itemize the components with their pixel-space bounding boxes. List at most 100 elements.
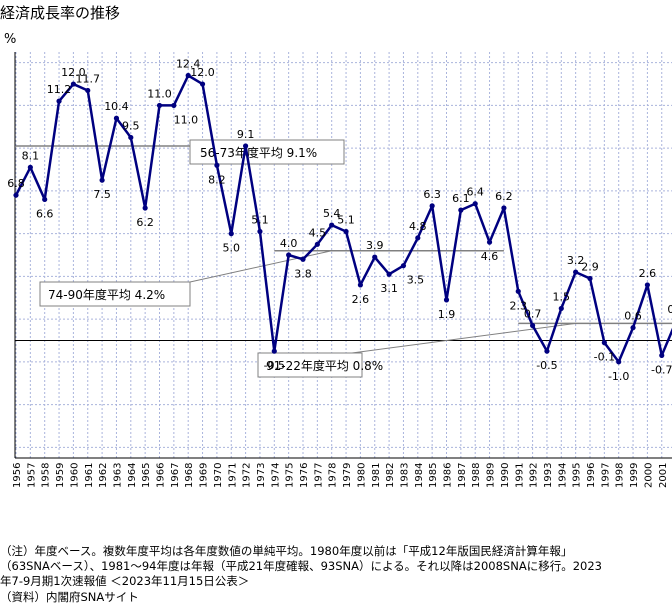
data-point [85, 87, 91, 94]
data-label: 6.8 [7, 177, 25, 190]
data-point [99, 177, 105, 183]
data-label: 6.4 [466, 186, 484, 199]
data-label: 8.1 [22, 149, 40, 162]
x-tick-label: 1972 [242, 463, 253, 488]
data-label: 0.6 [624, 310, 642, 323]
data-label: 7.5 [93, 188, 111, 201]
data-point [300, 256, 306, 262]
data-point [644, 282, 651, 288]
data-point [156, 102, 163, 109]
x-tick-label: 1995 [572, 463, 583, 488]
data-label: -1.0 [608, 370, 629, 383]
average-lines-layer: 56-73年度平均 9.1% 74-90年度平均 4.2% 91-22年度平均 0.… [16, 139, 672, 378]
data-point [214, 162, 220, 168]
data-point [286, 252, 292, 258]
x-tick-label: 1971 [227, 463, 238, 488]
x-tick-label: 1998 [615, 463, 626, 488]
x-tick-label: 1973 [256, 463, 267, 488]
data-label: 11.0 [174, 113, 199, 126]
data-label: -0.1 [594, 351, 615, 364]
x-tick-label: 2001 [658, 463, 669, 488]
average-label: 91-22年度平均 0.8% [266, 358, 383, 373]
x-tick-label: 1997 [600, 463, 611, 488]
data-point [515, 288, 521, 294]
data-point [142, 205, 148, 211]
data-label: 12.4 [176, 58, 201, 71]
x-tick-label: 1960 [69, 463, 80, 488]
x-tick-label: 2000 [643, 463, 654, 488]
data-label: 4.0 [280, 237, 298, 250]
data-label: 3.2 [567, 254, 585, 267]
data-label: 3.5 [407, 274, 425, 287]
data-point [573, 269, 579, 275]
x-tick-label: 1991 [514, 463, 525, 488]
x-tick-label: 1999 [629, 463, 640, 488]
data-label: 10.4 [104, 100, 129, 113]
data-label: 11.2 [47, 83, 72, 96]
data-point [13, 192, 19, 198]
data-label: 6.3 [423, 188, 441, 201]
data-point [70, 81, 76, 87]
data-label: 2.9 [581, 261, 599, 274]
x-tick-label: 1965 [141, 463, 152, 488]
x-tick-label: 1968 [184, 463, 195, 488]
data-point [458, 207, 464, 213]
data-label: 1.5 [553, 290, 571, 303]
data-point [486, 239, 493, 245]
average-label: 74-90年度平均 4.2% [48, 287, 165, 302]
footnote-line-2: （63SNAベース）、1981～94年度は年報（平成21年度確報、93SNA）に… [0, 559, 602, 573]
x-tick-label: 1961 [84, 463, 95, 488]
x-tick-label: 1981 [371, 463, 382, 488]
data-point [56, 98, 62, 104]
x-tick-label: 1969 [199, 463, 210, 488]
data-label: 2.3 [510, 299, 528, 312]
x-tick-label: 1979 [342, 463, 353, 488]
average-callout-box [257, 352, 363, 378]
data-label: 5.1 [251, 213, 269, 226]
data-point [271, 348, 277, 354]
data-label: -0.7 [651, 363, 672, 376]
data-label: 2.6 [639, 267, 657, 280]
data-label: 3.9 [366, 239, 384, 252]
x-tick-label: 1980 [356, 463, 367, 488]
data-point [472, 201, 478, 207]
chart-title: 経済成長率の推移 [0, 4, 121, 22]
x-tick-label: 1978 [328, 463, 339, 488]
data-point [501, 205, 507, 211]
data-label: -0.5 [536, 359, 557, 372]
x-tick-label: 1967 [170, 463, 181, 488]
data-point [113, 115, 120, 121]
average-callout-connector [351, 322, 576, 354]
data-point [400, 263, 407, 269]
x-tick-label: 1987 [457, 463, 468, 488]
x-tick-label: 1957 [26, 463, 37, 488]
data-label: 4.5 [309, 226, 327, 239]
data-label: 0.9 [667, 303, 672, 316]
data-point [243, 143, 249, 149]
footnote-line-1: （注）年度ベース。複数年度平均は各年度数値の単純平均。1980年度以前は「平成1… [0, 544, 573, 558]
data-label: 4.6 [481, 250, 499, 263]
data-point [372, 254, 378, 260]
data-label: 9.5 [122, 119, 140, 132]
y-axis-unit: % [4, 32, 17, 47]
x-tick-label: 1976 [299, 463, 310, 488]
data-point [601, 340, 607, 346]
data-point [616, 359, 622, 365]
data-point [659, 352, 665, 359]
data-point [558, 305, 564, 312]
x-tick-label: 1962 [98, 463, 109, 488]
x-tick-label: 1977 [313, 463, 324, 488]
data-point [357, 282, 363, 288]
x-tick-label: 1988 [471, 463, 482, 488]
x-tick-label: 1986 [443, 463, 454, 488]
data-point [415, 235, 421, 241]
data-point [343, 228, 349, 235]
x-tick-label: 1989 [486, 463, 497, 488]
data-point [171, 102, 177, 109]
data-point [27, 164, 33, 170]
data-label: 6.6 [36, 207, 54, 220]
data-point [228, 231, 234, 237]
x-tick-label: 1996 [586, 463, 597, 488]
data-label: 2.6 [352, 293, 370, 306]
